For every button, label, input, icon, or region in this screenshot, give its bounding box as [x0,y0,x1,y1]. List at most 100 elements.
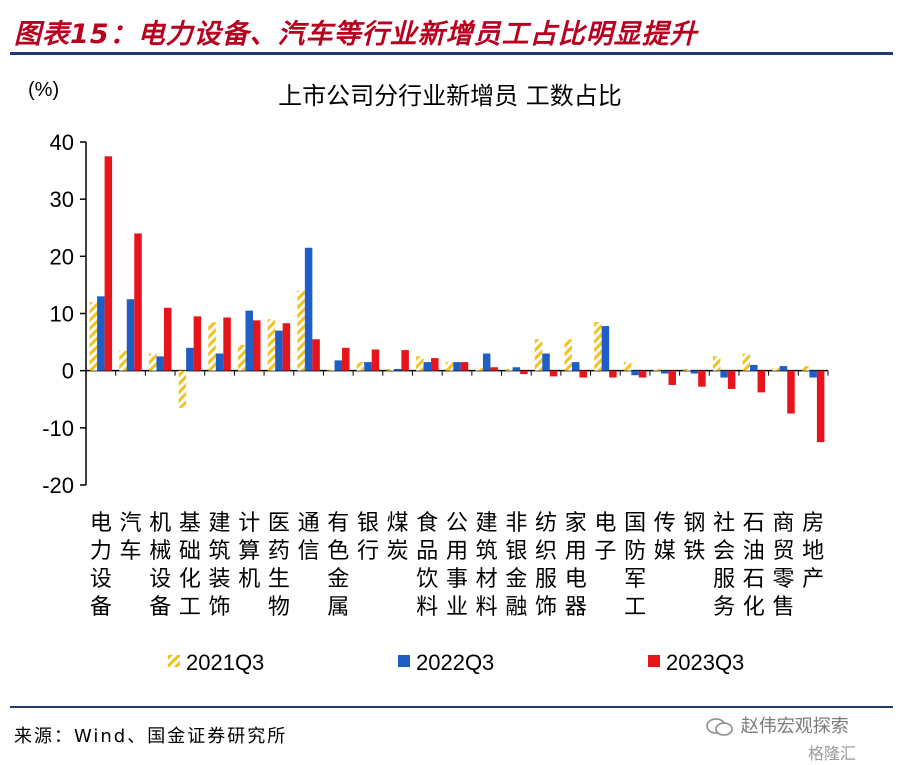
bar-2021q3 [742,353,751,371]
bar-2023q3 [698,370,706,387]
y-tick-label: 30 [50,187,74,212]
bar-2023q3 [609,370,617,378]
bar-2021q3 [237,344,246,371]
bar-2023q3 [193,316,202,371]
bar-2023q3 [579,370,587,378]
bar-2022q3 [571,362,580,371]
bar-2022q3 [482,353,491,371]
bar-2021q3 [564,339,572,371]
y-tick-label: 10 [50,302,74,327]
bar-2022q3 [453,362,461,371]
bar-2021q3 [683,368,691,371]
bar-2023q3 [163,307,172,371]
bar-2023q3 [282,323,291,371]
bar-2023q3 [460,362,469,371]
bar-chart: (%) 上市公司分行业新增员 工数占比 -20 -10 0 10 20 30 40 电力设备汽… [28,79,829,675]
bar-2021q3 [386,368,394,371]
bar-2023q3 [549,370,558,377]
x-category-label: 汽车 [120,511,142,564]
bar-2022q3 [720,370,728,378]
bar-2023q3 [104,156,113,371]
x-category-label: 传媒 [654,511,676,564]
bar-2022q3 [601,326,610,371]
bar-2021q3 [327,369,335,371]
bar-2021q3 [594,322,602,371]
x-category-label: 银行 [357,511,379,564]
bar-2021q3 [653,368,662,371]
bar-2023q3 [342,347,350,371]
bar-2022q3 [631,370,639,376]
bar-2022q3 [779,366,788,371]
bar-2023q3 [134,233,142,371]
bar-2023q3 [520,370,528,375]
legend-label-2023q3: 2023Q3 [666,650,744,675]
x-category-label: 电力设备 [90,511,112,620]
legend-label-2022q3: 2022Q3 [416,650,494,675]
bar-2023q3 [252,320,261,371]
bar-2022q3 [512,367,521,371]
bar-2022q3 [186,347,194,371]
watermark-text: 赵伟宏观探索 [740,716,849,737]
bar-2022q3 [542,353,550,371]
bar-2021q3 [89,302,98,371]
bar-2021q3 [297,290,305,371]
bottom-rule [10,706,893,708]
x-category-label: 煤炭 [387,511,409,564]
bar-2022q3 [334,360,343,371]
bar-2021q3 [148,353,157,371]
y-tick-label: 0 [62,359,74,384]
legend-swatch-2023q3 [648,655,660,667]
bar-2021q3 [267,319,276,371]
x-category-label: 钢铁 [683,511,705,564]
bar-2021q3 [534,339,543,371]
x-category-label: 有色金属 [327,511,349,620]
bar-2021q3 [475,367,483,371]
bar-2023q3 [401,350,409,371]
bar-2023q3 [727,370,736,389]
bar-2021q3 [623,362,632,371]
x-category-label: 通信 [298,511,320,564]
x-category-label: 纺织服饰 [535,511,557,620]
bar-2022q3 [661,370,669,374]
bar-2022q3 [750,364,758,371]
bar-2021q3 [178,370,187,408]
y-tick-label: 20 [50,244,74,269]
bar-2022q3 [156,356,164,371]
bar-2023q3 [668,370,677,385]
bar-2022q3 [393,368,402,371]
figure-title: 图表15：电力设备、汽车等行业新增员工占比明显提升 [14,19,698,50]
bar-2022q3 [364,362,372,371]
x-category-label: 石油石化 [743,511,765,620]
bar-2022q3 [690,370,699,374]
x-category-label: 国防军工 [624,511,646,620]
bar-2023q3 [757,370,766,393]
bar-2022q3 [275,330,283,371]
source-note: 来源：Wind、国金证券研究所 [14,726,288,747]
x-category-label: 家用电器 [565,511,587,620]
bar-2021q3 [445,362,454,371]
bar-2021q3 [772,367,780,371]
x-category-label: 医药生物 [268,511,290,620]
bar-2023q3 [371,349,380,371]
bar-2023q3 [490,367,498,371]
x-category-label: 非银金融 [505,511,527,620]
legend-swatch-2021q3 [168,655,180,667]
watermark-secondary: 格隆汇 [808,744,857,763]
bar-2022q3 [97,296,105,371]
bar-2022q3 [809,370,817,378]
bar-2022q3 [215,353,224,371]
x-category-label: 房地产 [802,511,824,592]
x-category-label: 电子 [594,511,616,564]
x-category-label: 基础化工 [179,511,201,620]
y-tick-label: -20 [42,473,74,498]
bar-2022q3 [126,299,135,371]
bar-2023q3 [816,370,825,443]
bar-2023q3 [312,339,320,371]
wechat-icon [706,718,733,736]
y-tick-label: -10 [42,416,74,441]
bar-2023q3 [223,317,231,371]
chart-title: 上市公司分行业新增员 工数占比 [278,82,622,110]
bar-2023q3 [638,370,647,378]
x-category-label: 计算机 [238,511,260,592]
watermark: 赵伟宏观探索 [705,712,849,738]
